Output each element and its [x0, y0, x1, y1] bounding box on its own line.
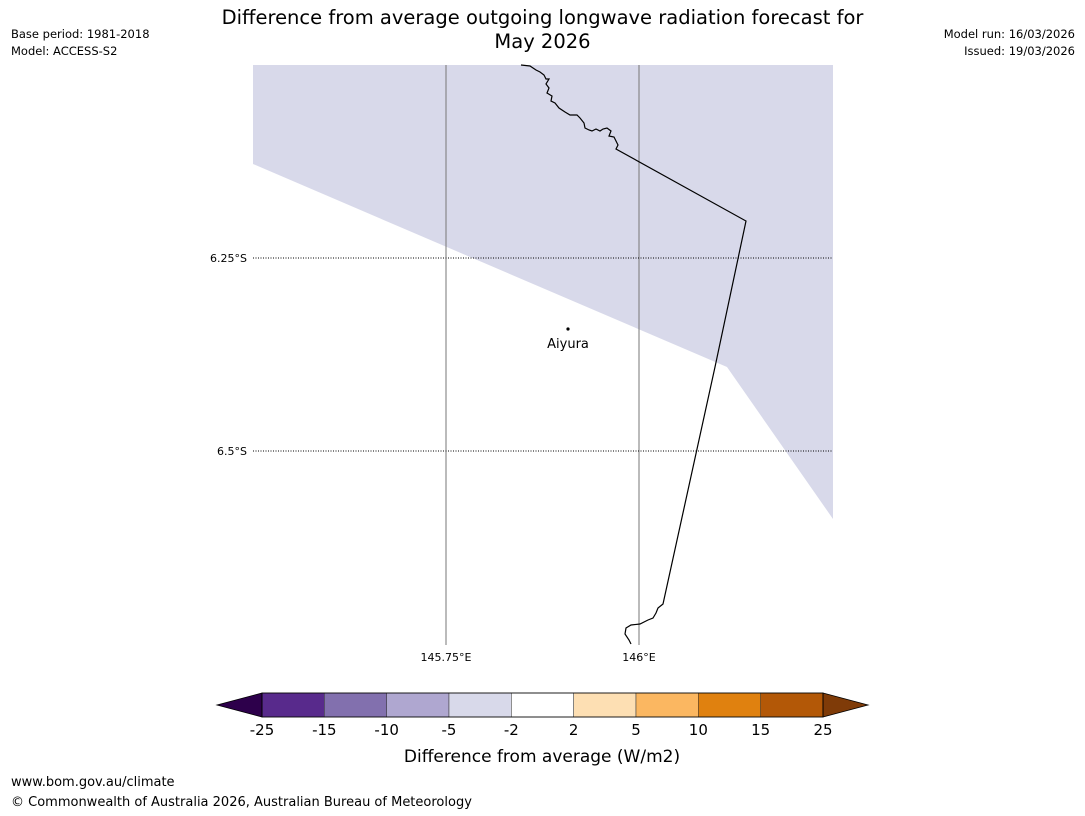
colorbar-tick-label: 10	[689, 721, 708, 739]
meta-right: Model run: 16/03/2026 Issued: 19/03/2026	[944, 26, 1075, 60]
colorbar-label: Difference from average (W/m2)	[404, 747, 680, 767]
colorbar-tick-label: -5	[442, 721, 457, 739]
colorbar-extend-high	[822, 692, 870, 718]
longitude-label-145-75: 145.75°E	[421, 651, 472, 664]
aiyura-label: Aiyura	[547, 337, 589, 352]
colorbar-tick-label: -25	[250, 721, 275, 739]
meta-left: Base period: 1981-2018 Model: ACCESS-S2	[11, 26, 150, 60]
colorbar-tick-label: -10	[374, 721, 399, 739]
shaded-anomaly-region	[253, 65, 833, 519]
aiyura-marker	[566, 327, 570, 331]
colorbar-tick-label: -15	[312, 721, 337, 739]
colorbar-tick-label: 25	[813, 721, 832, 739]
colorbar-cell-6	[635, 692, 699, 718]
colorbar-cell-4	[511, 692, 574, 718]
colorbar: -25 -15 -10 -5 -2 2 5 10 15 25 Difference from av…	[215, 692, 870, 767]
colorbar-ticks: -25 -15 -10 -5 -2 2 5 10 15 25	[250, 721, 833, 739]
colorbar-extend-low	[215, 692, 263, 718]
footer-url: www.bom.gov.au/climate	[11, 775, 175, 790]
colorbar-cells	[261, 692, 824, 718]
map-title: Difference from average outgoing longwav…	[180, 6, 905, 54]
map-title-line2: May 2026	[494, 30, 591, 53]
latitude-label-6-5: 6.5°S	[217, 445, 247, 458]
colorbar-tick-label: 15	[751, 721, 770, 739]
colorbar-cell-2	[386, 692, 450, 718]
colorbar-cell-7	[698, 692, 761, 718]
map-panel: Aiyura 6.25°S 6.5°S 145.75°E 146°E	[210, 64, 833, 664]
colorbar-tick-label: 5	[631, 721, 641, 739]
colorbar-cell-0	[261, 692, 325, 718]
colorbar-cell-8	[760, 692, 824, 718]
coastline-border	[520, 64, 747, 645]
colorbar-tick-label: -2	[504, 721, 519, 739]
latitude-label-6-25: 6.25°S	[210, 252, 247, 265]
footer-copyright: © Commonwealth of Australia 2026, Austra…	[11, 795, 472, 810]
colorbar-outline	[261, 692, 824, 718]
model-run-text: Model run: 16/03/2026	[943, 27, 1075, 41]
colorbar-cell-5	[573, 692, 637, 718]
base-period-text: Base period: 1981-2018	[11, 27, 150, 41]
longitude-label-146: 146°E	[622, 651, 655, 664]
model-text: Model: ACCESS-S2	[11, 44, 118, 58]
issued-text: Issued: 19/03/2026	[964, 44, 1075, 58]
colorbar-cell-1	[324, 692, 387, 718]
colorbar-cell-3	[448, 692, 512, 718]
map-title-line1: Difference from average outgoing longwav…	[221, 6, 864, 29]
colorbar-tick-label: 2	[569, 721, 579, 739]
